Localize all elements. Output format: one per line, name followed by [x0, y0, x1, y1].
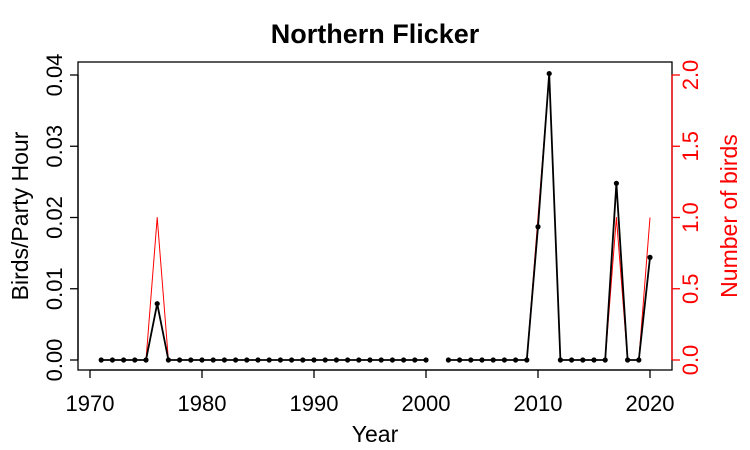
birds-per-party-hour-point: [356, 357, 362, 363]
birds-per-party-hour-point: [625, 357, 631, 363]
birds-per-party-hour-point: [233, 357, 239, 363]
birds-per-party-hour-point: [513, 357, 519, 363]
birds-per-party-hour-point: [266, 357, 272, 363]
birds-per-party-hour-point: [557, 357, 564, 363]
birds-per-party-hour-line: [448, 72, 651, 361]
birds-per-party-hour-point: [345, 357, 351, 363]
birds-per-party-hour-point: [154, 301, 160, 307]
x-tick-label: 1980: [178, 391, 227, 416]
birds-per-party-hour-point: [289, 357, 295, 363]
birds-per-party-hour-point: [445, 357, 451, 363]
plot-frame: [77, 61, 673, 371]
y-axis-label-right: Number of birds: [716, 134, 742, 298]
birds-per-party-hour-point: [501, 357, 507, 363]
y2-tick-label: 2.0: [678, 60, 703, 91]
birds-per-party-hour-point: [647, 254, 653, 260]
y-axis-right: 0.0 0.5 1.0 1.5 2.0: [671, 60, 703, 376]
birds-per-party-hour-point: [423, 357, 429, 363]
x-tick-label: 1990: [290, 391, 339, 416]
x-axis-label: Year: [352, 421, 399, 447]
y-tick-label: 0.03: [42, 125, 67, 168]
y2-tick-label: 1.0: [678, 202, 703, 233]
birds-per-party-hour-point: [378, 357, 384, 363]
birds-per-party-hour-point: [210, 357, 216, 363]
birds-per-party-hour-point: [277, 357, 283, 363]
birds-per-party-hour-point: [177, 357, 183, 363]
birds-per-party-hour-point: [490, 357, 496, 363]
birds-per-party-hour-point: [255, 357, 261, 363]
birds-per-party-hour-point: [412, 357, 418, 363]
birds-per-party-hour-point: [602, 357, 608, 363]
birds-per-party-hour-point: [98, 357, 104, 363]
birds-per-party-hour-point: [109, 357, 115, 363]
y-axis-label-left: Birds/Party Hour: [7, 131, 33, 300]
birds-per-party-hour-point: [580, 357, 586, 363]
birds-per-party-hour-point: [367, 357, 373, 363]
birds-per-party-hour-point: [221, 357, 227, 363]
y-tick-label: 0.02: [42, 196, 67, 239]
y2-tick-label: 0.0: [678, 345, 703, 376]
chart-title: Northern Flicker: [271, 19, 480, 49]
x-axis: 1970 1980 1990 2000 2010 2020: [66, 369, 675, 416]
y-tick-label: 0.00: [42, 339, 67, 382]
birds-per-party-hour-point: [333, 357, 339, 363]
birds-per-party-hour-point: [199, 357, 205, 363]
birds-per-party-hour-point: [322, 357, 328, 363]
birds-per-party-hour-point: [569, 357, 575, 363]
birds-per-party-hour-point: [524, 357, 530, 363]
birds-per-party-hour-point: [188, 357, 194, 363]
birds-per-party-hour-point: [165, 357, 171, 363]
y2-tick-label: 0.5: [678, 273, 703, 304]
birds-per-party-hour-point: [121, 357, 127, 363]
birds-per-party-hour-point: [389, 357, 395, 363]
series-layer: [98, 70, 653, 363]
y-axis-left: 0.00 0.01 0.02 0.03 0.04: [42, 54, 79, 382]
x-tick-label: 1970: [66, 391, 115, 416]
birds-per-party-hour-point: [311, 357, 317, 363]
birds-per-party-hour-point: [479, 357, 485, 363]
birds-per-party-hour-point: [143, 357, 149, 363]
birds-per-party-hour-point: [546, 70, 552, 77]
birds-per-party-hour-point: [468, 357, 474, 363]
x-tick-label: 2010: [514, 391, 563, 416]
y-tick-label: 0.01: [42, 267, 67, 310]
birds-per-party-hour-point: [300, 357, 306, 363]
birds-per-party-hour-point: [636, 357, 642, 363]
x-tick-label: 2000: [402, 391, 451, 416]
birds-per-party-hour-point: [457, 357, 463, 363]
birds-per-party-hour-point: [401, 357, 407, 363]
birds-per-party-hour-point: [535, 224, 541, 230]
birds-per-party-hour-point: [591, 357, 597, 363]
x-tick-label: 2020: [626, 391, 675, 416]
y2-tick-label: 1.5: [678, 131, 703, 162]
birds-per-party-hour-point: [132, 357, 138, 363]
number-of-birds-line: [448, 74, 651, 361]
birds-per-party-hour-point: [244, 357, 250, 363]
birds-per-party-hour-point: [613, 180, 620, 186]
y-tick-label: 0.04: [42, 54, 67, 97]
